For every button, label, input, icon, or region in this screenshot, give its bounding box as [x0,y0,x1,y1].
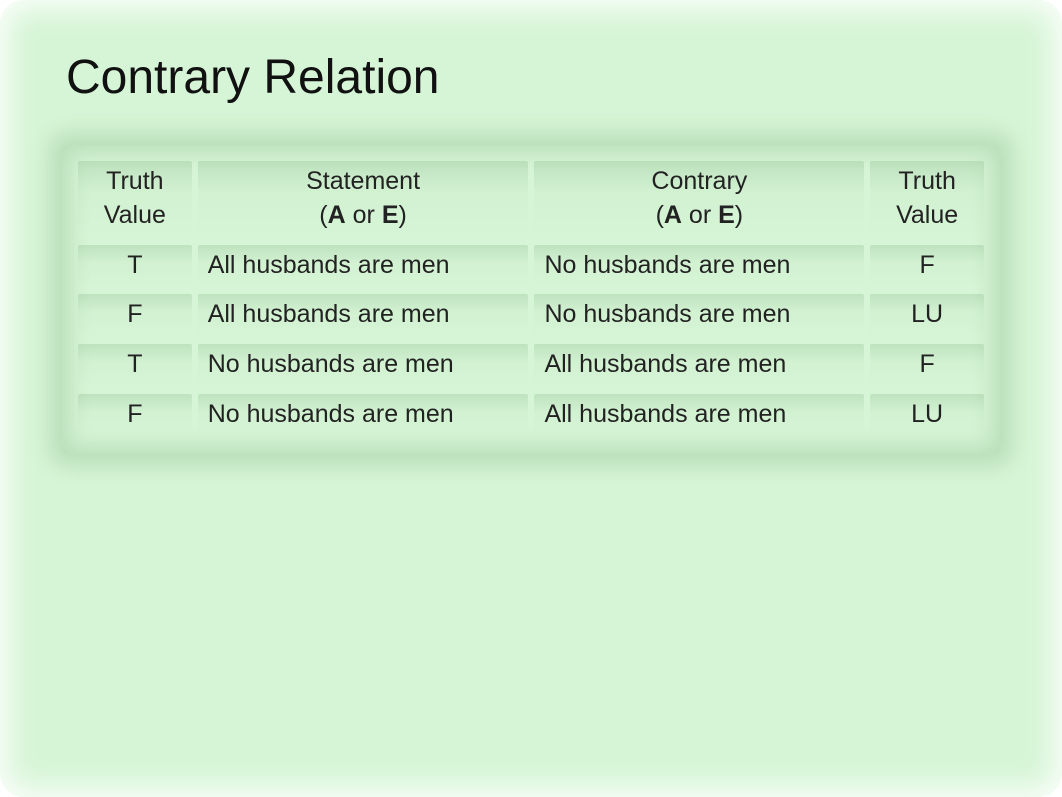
table-row: F No husbands are men All husbands are m… [78,394,984,438]
table-row: T All husbands are men No husbands are m… [78,245,984,289]
cell-tv-left: F [78,294,192,338]
header-text: Value [880,199,974,233]
bold-e: E [382,201,399,229]
cell-tv-right: F [870,245,984,289]
cell-contrary: All husbands are men [534,394,864,438]
contrary-table: Truth Value Statement (A or E) Contrary … [72,155,990,444]
slide: Contrary Relation Truth Value Statement … [0,0,1062,797]
bold-e: E [718,201,735,229]
header-text: Truth [88,165,182,199]
bold-a: A [328,201,346,229]
header-text: Truth [880,165,974,199]
cell-statement: All husbands are men [198,245,529,289]
bold-a: A [664,201,682,229]
cell-tv-right: F [870,344,984,388]
col-header-truth-value-right: Truth Value [870,161,984,239]
header-text: Value [88,199,182,233]
or-text: or [346,201,382,229]
header-text: Statement [208,165,519,199]
cell-statement: No husbands are men [198,344,529,388]
cell-statement: No husbands are men [198,394,529,438]
header-text: Contrary [544,165,854,199]
col-header-statement: Statement (A or E) [198,161,529,239]
cell-tv-left: F [78,394,192,438]
cell-tv-left: T [78,245,192,289]
paren: ) [735,201,743,229]
paren: ) [399,201,407,229]
table-row: T No husbands are men All husbands are m… [78,344,984,388]
col-header-contrary: Contrary (A or E) [534,161,864,239]
paren: ( [319,201,327,229]
or-text: or [682,201,718,229]
cell-tv-left: T [78,344,192,388]
cell-tv-right: LU [870,294,984,338]
header-text: (A or E) [208,199,519,233]
header-text: (A or E) [544,199,854,233]
slide-title: Contrary Relation [66,50,1002,105]
cell-tv-right: LU [870,394,984,438]
cell-statement: All husbands are men [198,294,529,338]
table-row: F All husbands are men No husbands are m… [78,294,984,338]
cell-contrary: No husbands are men [534,245,864,289]
paren: ( [656,201,664,229]
col-header-truth-value-left: Truth Value [78,161,192,239]
table-header-row: Truth Value Statement (A or E) Contrary … [78,161,984,239]
cell-contrary: No husbands are men [534,294,864,338]
cell-contrary: All husbands are men [534,344,864,388]
table-container: Truth Value Statement (A or E) Contrary … [62,145,1000,454]
